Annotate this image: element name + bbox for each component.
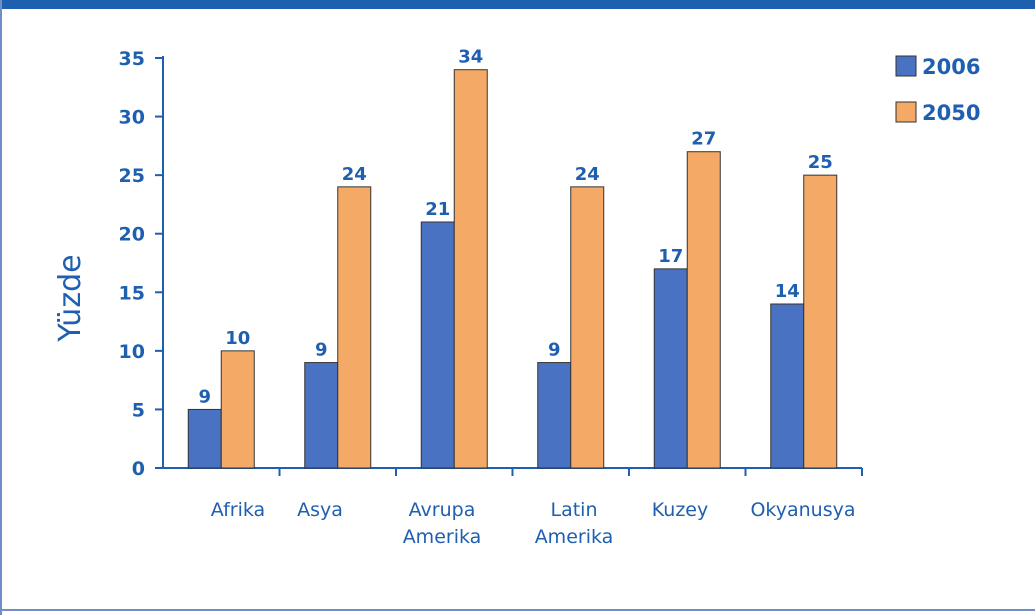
x-category-label: Latin — [551, 499, 598, 521]
data-label: 25 — [808, 152, 833, 173]
y-tick-label: 0 — [132, 458, 145, 480]
bar-2006-3 — [537, 362, 572, 469]
bar-2050-5 — [803, 174, 838, 469]
y-tick-label: 30 — [119, 107, 145, 129]
bar-2050-1 — [337, 186, 372, 469]
bar-group: 9 10 9 24 21 34 9 24 17 27 14 25 — [187, 47, 838, 469]
x-category-label: Asya — [297, 499, 343, 521]
data-label: 14 — [775, 281, 800, 302]
left-border — [0, 0, 2, 615]
y-tick-label: 5 — [132, 399, 145, 421]
y-tick-label: 10 — [119, 341, 145, 363]
data-label: 34 — [458, 47, 483, 68]
x-category-label: Amerika — [535, 526, 614, 548]
bottom-border — [0, 609, 1035, 611]
bar-2050-0 — [220, 350, 255, 469]
x-category-label: Okyanusya — [750, 499, 855, 521]
bar-2050-2 — [453, 69, 488, 469]
data-label: 9 — [548, 340, 561, 361]
bar-2006-0 — [187, 408, 222, 469]
legend-label: 2006 — [922, 55, 980, 79]
bar-2050-4 — [686, 151, 721, 469]
data-label: 27 — [691, 129, 716, 150]
bar-2050-3 — [570, 186, 605, 469]
legend-swatch-2006 — [895, 55, 917, 77]
bar-2006-5 — [770, 303, 805, 469]
chart-axes — [162, 56, 863, 476]
data-label: 9 — [315, 340, 328, 361]
top-border-bar — [0, 0, 1035, 9]
x-category-label: Avrupa — [409, 499, 476, 521]
bar-2006-1 — [304, 362, 339, 469]
data-label: 9 — [198, 386, 211, 407]
y-tick-labels: 0 5 10 15 20 25 30 35 — [119, 48, 163, 480]
x-category-label: Amerika — [403, 526, 482, 548]
bar-2006-2 — [420, 221, 455, 469]
legend-swatch-2050 — [895, 101, 917, 123]
x-category-label: Kuzey — [652, 499, 708, 521]
y-tick-label: 15 — [119, 282, 145, 304]
data-label: 10 — [225, 328, 250, 349]
y-tick-label: 35 — [119, 48, 145, 70]
y-tick-label: 25 — [119, 165, 145, 187]
x-category-labels: Afrika Asya Avrupa Amerika Latin Amerika Kuzey… — [211, 499, 856, 548]
data-label: 21 — [425, 199, 450, 220]
y-tick-label: 20 — [119, 224, 145, 246]
x-category-label: Afrika — [211, 499, 265, 521]
legend: 2006 2050 — [895, 55, 980, 125]
legend-label: 2050 — [922, 101, 980, 125]
y-axis-label: Yüzde — [53, 254, 88, 342]
data-label: 24 — [342, 164, 367, 185]
bar-2006-4 — [653, 268, 688, 469]
data-label: 17 — [658, 246, 683, 267]
data-label: 24 — [575, 164, 600, 185]
